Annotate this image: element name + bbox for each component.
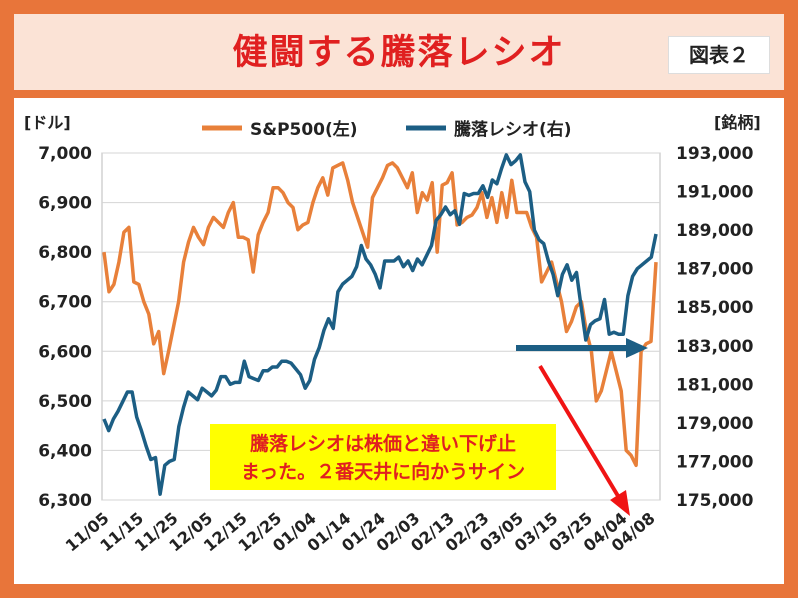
title-band: 健闘する騰落レシオ 図表２ — [14, 14, 784, 90]
left-tick-label: 6,600 — [38, 342, 92, 362]
left-tick-label: 6,500 — [38, 392, 92, 412]
chart-title: 健闘する騰落レシオ — [232, 33, 566, 73]
right-tick-label: 181,000 — [676, 375, 754, 395]
left-axis: 6,300 6,400 6,500 6,600 6,700 6,800 6,900 7,000 — [38, 144, 92, 511]
right-tick-label: 177,000 — [676, 452, 754, 472]
line-chart: [ドル] [銘柄] S&P500(左) 騰落レシオ(右) 6,3006,4006… — [24, 113, 761, 556]
x-axis: 11/0511/1511/2512/0512/1512/2501/0401/14… — [62, 509, 659, 556]
annotation-line-2: まった。２番天井に向かうサイン — [241, 460, 525, 483]
left-tick-label: 6,900 — [38, 194, 92, 214]
right-tick-label: 183,000 — [676, 337, 754, 357]
annotation: 騰落レシオは株価と違い下げ止 まった。２番天井に向かうサイン — [210, 424, 556, 490]
left-tick-label: 6,700 — [38, 293, 92, 313]
right-tick-label: 193,000 — [676, 144, 754, 164]
right-unit-label: [銘柄] — [714, 113, 761, 132]
right-tick-label: 189,000 — [676, 221, 754, 241]
gridlines — [101, 152, 661, 501]
right-tick-label: 179,000 — [676, 414, 754, 434]
left-tick-label: 6,400 — [38, 441, 92, 461]
series-line-sp500 — [102, 161, 658, 468]
red-arrow — [538, 364, 630, 516]
blue-arrow — [516, 338, 648, 358]
left-unit-label: [ドル] — [24, 113, 71, 132]
right-tick-label: 187,000 — [676, 260, 754, 280]
series-lines — [102, 153, 658, 496]
annotation-box — [210, 424, 556, 490]
right-tick-label: 185,000 — [676, 298, 754, 318]
figure-label: 図表２ — [668, 36, 770, 74]
left-tick-label: 6,300 — [38, 491, 92, 511]
left-tick-label: 7,000 — [38, 144, 92, 164]
annotation-line-1: 騰落レシオは株価と違い下げ止 — [249, 432, 516, 455]
legend: S&P500(左) 騰落レシオ(右) — [202, 119, 572, 140]
legend-label-sp500: S&P500(左) — [250, 119, 358, 140]
left-tick-label: 6,800 — [38, 243, 92, 263]
right-tick-label: 175,000 — [676, 491, 754, 511]
legend-label-ratio: 騰落レシオ(右) — [454, 119, 572, 140]
right-axis: 175,000 177,000 179,000 181,000 183,000 185,0… — [676, 144, 754, 511]
right-tick-label: 191,000 — [676, 183, 754, 203]
series-line-ratio — [102, 153, 658, 496]
chart-panel: [ドル] [銘柄] S&P500(左) 騰落レシオ(右) 6,300 6,400 6… — [14, 98, 784, 584]
